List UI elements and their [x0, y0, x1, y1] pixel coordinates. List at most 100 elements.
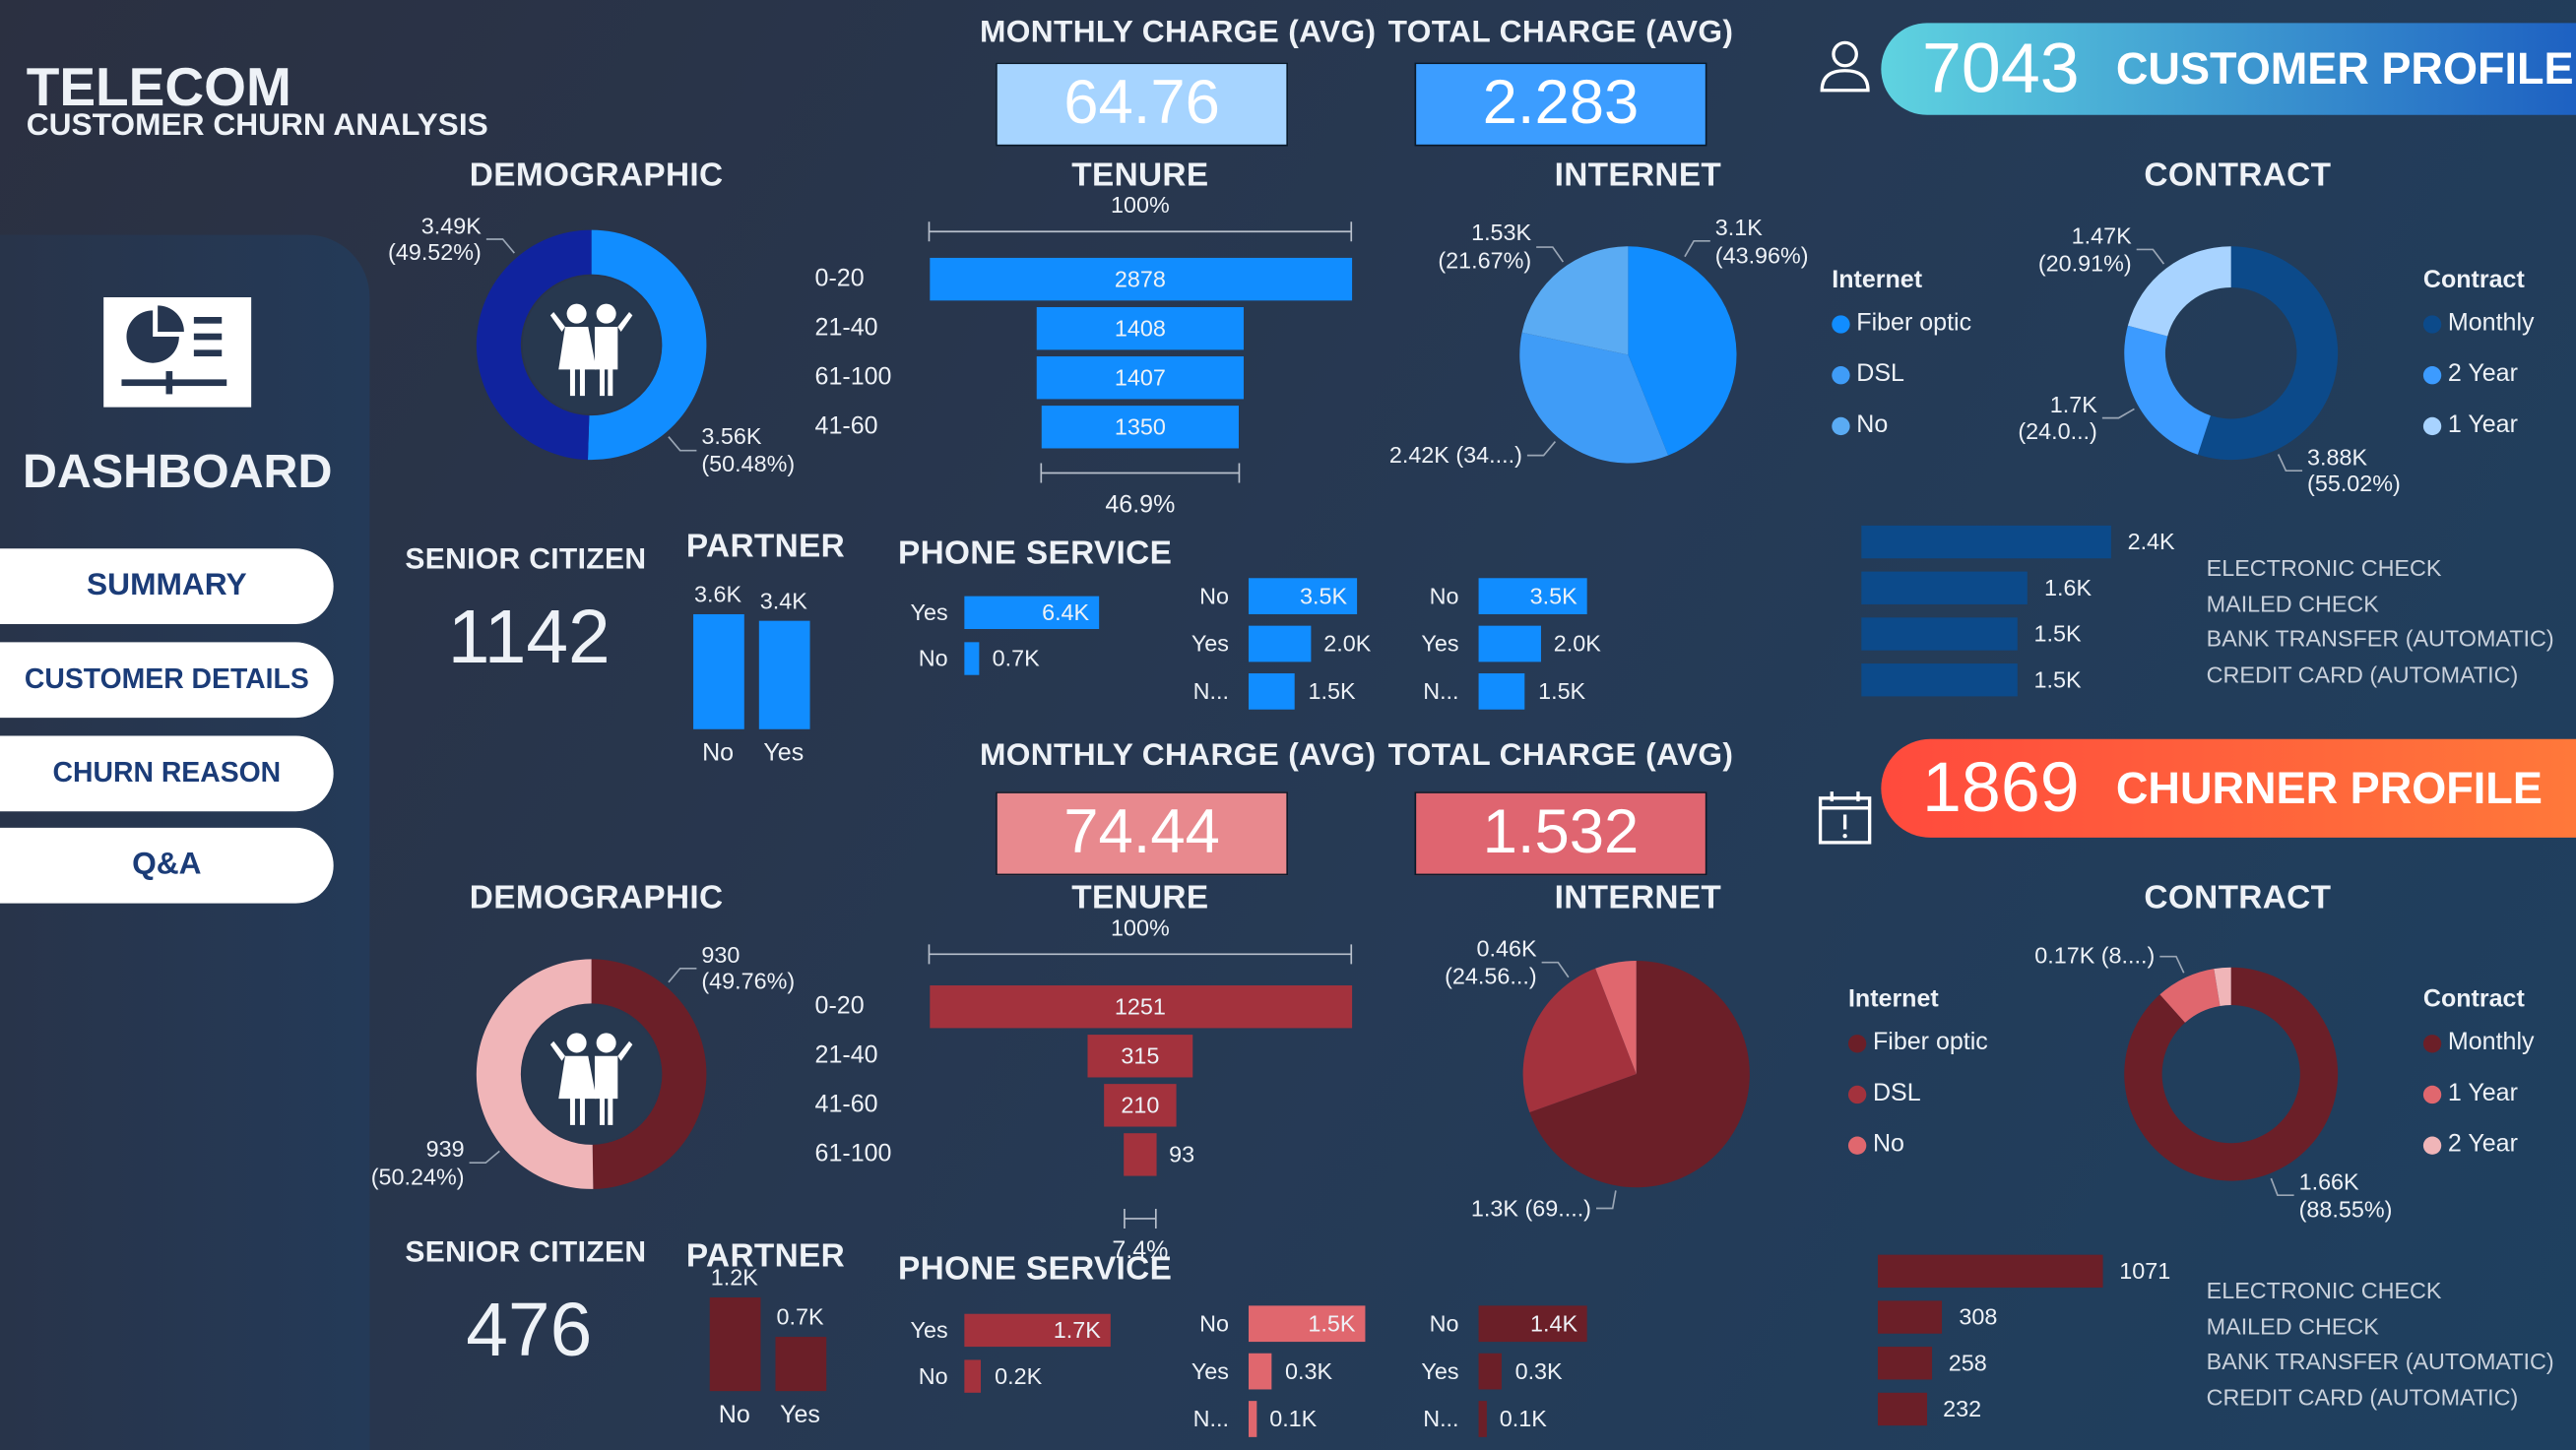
churner-internet-slice: [1529, 961, 1750, 1188]
customer-contract-data-label: 3.88K (55.02%): [2307, 443, 2401, 498]
customer-contract-percent-label: (24.0...): [2018, 417, 2097, 445]
churner-contract-legend-label: 1 Year: [2447, 1079, 2518, 1107]
customer-tenure-row-label: 61-100: [814, 362, 892, 392]
customer-internet-value-label: 1.53K: [1471, 219, 1532, 246]
churner-phone-service-bar: [1248, 1401, 1256, 1437]
customer-internet-slice: [1519, 332, 1669, 464]
churner-payment-method-bar-value: 258: [1948, 1349, 1987, 1376]
customer-demographic-title: DEMOGRAPHIC: [469, 158, 724, 194]
customer-phone-service-row-label: Yes: [1191, 630, 1229, 657]
churner-internet-legend-item[interactable]: No: [1847, 1129, 1904, 1160]
churner-total-charge-value: 1.532: [1414, 791, 1707, 876]
customer-phone-service-bar-value: 2.0K: [1553, 630, 1601, 657]
churner-tenure-bar-value: 93: [1169, 1140, 1195, 1167]
churner-phone-service-bar-value: 0.1K: [1499, 1405, 1547, 1432]
customer-tenure-bar-value: 1407: [1114, 363, 1166, 391]
customer-phone-service-bar: [1248, 673, 1296, 710]
churner-senior-citizen-value: 476: [466, 1287, 593, 1372]
churner-phone-service-bar: [1478, 1401, 1487, 1437]
churner-phone-service-bar-value: 1.7K: [1053, 1316, 1101, 1344]
app-subtitle: CUSTOMER CHURN ANALYSIS: [26, 108, 488, 144]
customer-demographic-value-label: 3.49K: [420, 211, 482, 238]
customer-internet-legend-dot: [1832, 365, 1850, 384]
customer-senior-citizen-title: SENIOR CITIZEN: [405, 541, 647, 576]
customer-payment-method-label: BANK TRANSFER (AUTOMATIC): [2206, 624, 2554, 652]
nav-summary-button[interactable]: SUMMARY: [0, 548, 334, 624]
customer-phone-service-bar-value: 1.5K: [1538, 677, 1586, 705]
churner-tenure-row-label: 41-60: [814, 1090, 878, 1119]
customer-partner-bar: [693, 613, 744, 729]
customer-contract-leader-line: [2277, 454, 2303, 472]
churner-demographic-value-label: 939: [425, 1135, 465, 1162]
churner-monthly-charge-value: 74.44: [996, 791, 1289, 876]
customer-contract-legend-item[interactable]: 2 Year: [2422, 359, 2518, 389]
churner-internet-legend-item[interactable]: Fiber optic: [1847, 1028, 1988, 1057]
churner-phone-service-bar-value: 0.3K: [1285, 1357, 1333, 1384]
customer-tenure-row-label: 0-20: [814, 264, 865, 292]
customer-contract-slice: [2197, 246, 2339, 461]
churner-phone-service-row-label: No: [1429, 1309, 1459, 1337]
dashboard-report-icon: [103, 296, 252, 408]
churner-payment-method-bar-value: 308: [1959, 1303, 1998, 1330]
churner-tenure-bar-value: 1251: [1114, 992, 1166, 1020]
churner-internet-leader-line: [1541, 961, 1570, 978]
customer-monthly-charge-title: MONTHLY CHARGE (AVG): [980, 16, 1377, 51]
app-title: TELECOM: [26, 55, 291, 117]
customer-contract-legend-item[interactable]: 1 Year: [2422, 410, 2518, 440]
customer-internet-legend-item[interactable]: DSL: [1832, 359, 1904, 389]
customer-internet-leader-line: [1684, 239, 1710, 258]
churner-payment-method-bar-value: 232: [1943, 1395, 1982, 1422]
customer-internet-legend-item[interactable]: No: [1832, 410, 1888, 440]
customer-contract-legend-item[interactable]: Monthly: [2422, 309, 2535, 339]
customer-contract-legend-label: 2 Year: [2447, 359, 2518, 388]
churner-phone-service-row-label: Yes: [1191, 1357, 1229, 1384]
churner-contract-legend-item[interactable]: Monthly: [2422, 1028, 2535, 1057]
churner-internet-legend-title: Internet: [1847, 985, 1939, 1014]
churner-demographic-data-label: 939 (50.24%): [371, 1135, 465, 1190]
customer-contract-legend-title: Contract: [2422, 266, 2525, 294]
churner-payment-method-label: MAILED CHECK: [2206, 1312, 2379, 1339]
customer-senior-citizen-value: 1142: [447, 593, 611, 679]
churner-contract-legend-item[interactable]: 1 Year: [2422, 1079, 2518, 1108]
churner-partner-bar-value: 1.2K: [710, 1264, 758, 1291]
customer-phone-service-bar-value: 3.5K: [1529, 582, 1578, 609]
customer-phone-service-bar: [964, 642, 980, 675]
customer-internet-legend-item[interactable]: Fiber optic: [1832, 309, 1971, 339]
customer-demographic-data-label: 3.56K (50.48%): [701, 423, 795, 478]
customer-phone-service-row-label: Yes: [1421, 630, 1459, 657]
churner-partner-bar-label: No: [718, 1401, 750, 1429]
customer-phone-service-row-label: Yes: [910, 599, 948, 625]
churner-internet-legend-label: No: [1872, 1129, 1904, 1159]
customer-tenure-top-percent: 100%: [1110, 191, 1170, 219]
churner-phone-service-row-label: Yes: [910, 1316, 948, 1344]
churner-internet-legend-item[interactable]: DSL: [1847, 1079, 1921, 1108]
customer-internet-slice: [1628, 246, 1737, 456]
churner-phone-service-bar: [964, 1313, 1111, 1348]
customer-payment-method-bar-value: 1.5K: [2033, 619, 2082, 647]
customer-contract-value-label: 1.47K: [2071, 221, 2132, 249]
churner-internet-slice: [1595, 961, 1637, 1075]
nav-churn-reason-button[interactable]: CHURN REASON: [0, 735, 334, 812]
customer-phone-service-row-label: N...: [1423, 677, 1459, 705]
customer-phone-service-bar-value: 1.5K: [1308, 677, 1356, 705]
churner-partner-title: PARTNER: [685, 1237, 846, 1275]
churner-payment-method-label: ELECTRONIC CHECK: [2206, 1277, 2442, 1304]
churner-phone-service-bar: [1248, 1353, 1272, 1390]
nav-qa-button[interactable]: Q&A: [0, 827, 334, 904]
customer-phone-service-bar: [964, 596, 1100, 629]
churner-internet-legend-label: DSL: [1872, 1079, 1921, 1107]
churner-contract-slice: [2159, 969, 2221, 1023]
customer-partner-title: PARTNER: [685, 529, 846, 565]
customer-contract-leader-line: [2136, 248, 2165, 265]
churner-partner-bar-value: 0.7K: [776, 1302, 824, 1330]
churner-contract-legend-item[interactable]: 2 Year: [2422, 1130, 2518, 1160]
customer-contract-percent-label: (55.02%): [2307, 471, 2401, 497]
customer-contract-legend-dot: [2422, 314, 2442, 333]
nav-customer-details-button[interactable]: CUSTOMER DETAILS: [0, 642, 334, 719]
churner-phone-service-bar-value: 0.2K: [995, 1362, 1043, 1389]
customer-profile-count: 7043: [1922, 29, 2080, 108]
churner-phone-service-bar: [964, 1359, 982, 1393]
